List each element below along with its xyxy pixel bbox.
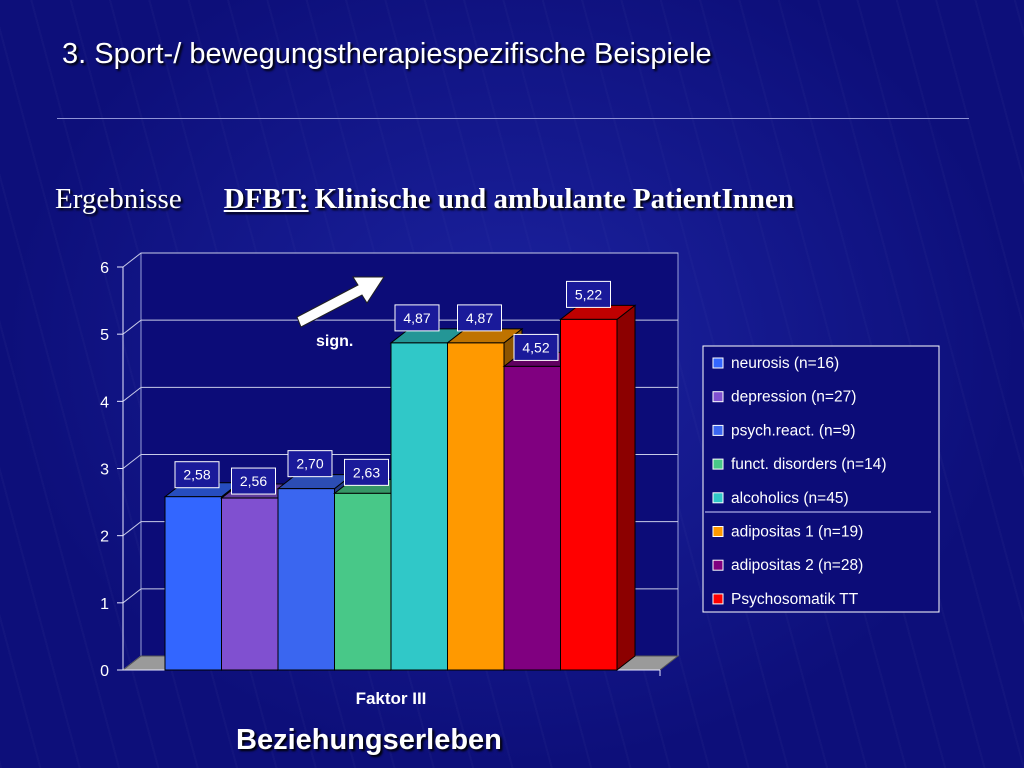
gridline-side xyxy=(123,522,141,536)
legend-swatch xyxy=(713,594,723,604)
legend-swatch xyxy=(713,459,723,469)
bar-front xyxy=(391,343,448,670)
data-label-8: 5,22 xyxy=(567,281,611,307)
bar-front xyxy=(335,493,392,670)
legend-label: depression (n=27) xyxy=(731,389,856,406)
y-tick-label: 3 xyxy=(100,462,109,479)
legend-item: Psychosomatik TT xyxy=(713,591,859,608)
data-label: 4,87 xyxy=(403,310,430,326)
data-label-4: 2,63 xyxy=(345,459,389,485)
legend-label: alcoholics (n=45) xyxy=(731,490,849,507)
bottom-caption: Beziehungserleben xyxy=(236,724,502,757)
y-tick-label: 1 xyxy=(100,596,109,613)
legend-label: psych.react. (n=9) xyxy=(731,422,855,439)
bar-front xyxy=(561,319,618,670)
y-tick-label: 6 xyxy=(100,260,109,277)
legend-swatch xyxy=(713,527,723,537)
data-label-5: 4,87 xyxy=(395,305,439,331)
bar-side xyxy=(617,305,635,670)
data-label-3: 2,70 xyxy=(288,451,332,477)
data-label: 2,56 xyxy=(240,473,267,489)
data-label: 2,70 xyxy=(296,456,323,472)
legend-label: adipositas 1 (n=19) xyxy=(731,524,863,541)
gridline-side xyxy=(123,589,141,603)
bar-front xyxy=(165,497,222,670)
legend-item: neurosis (n=16) xyxy=(713,355,839,372)
data-label-7: 4,52 xyxy=(514,334,558,360)
gridline-side xyxy=(123,387,141,401)
significance-label: sign. xyxy=(316,333,353,350)
bar-front xyxy=(222,498,279,670)
legend-label: neurosis (n=16) xyxy=(731,355,839,372)
legend-swatch xyxy=(713,358,723,368)
legend-item: psych.react. (n=9) xyxy=(713,422,855,439)
bar-front xyxy=(278,489,335,670)
data-label: 4,52 xyxy=(522,339,549,355)
data-label: 2,63 xyxy=(353,464,380,480)
y-tick-label: 4 xyxy=(100,394,109,411)
y-tick-label: 2 xyxy=(100,529,109,546)
x-category-label: Faktor III xyxy=(356,689,427,708)
legend-item: adipositas 1 (n=19) xyxy=(713,524,863,541)
data-label-2: 2,56 xyxy=(232,468,276,494)
bar-front xyxy=(448,343,505,670)
legend-item: depression (n=27) xyxy=(713,389,856,406)
bar-chart: 0 1 2 3 4 5 6 Faktor III 2,58 2,56 2,70 2,63 4,87 4,8… xyxy=(0,0,1024,768)
legend-label: funct. disorders (n=14) xyxy=(731,456,887,473)
bar-8 xyxy=(561,305,636,670)
gridline-side xyxy=(123,253,141,267)
y-tick-label: 0 xyxy=(100,663,109,680)
legend-label: Psychosomatik TT xyxy=(731,591,859,608)
legend-swatch xyxy=(713,493,723,503)
data-label-1: 2,58 xyxy=(175,462,219,488)
legend-swatch xyxy=(713,425,723,435)
data-label-6: 4,87 xyxy=(458,305,502,331)
bar-front xyxy=(504,366,561,670)
data-label: 5,22 xyxy=(575,286,602,302)
legend-swatch xyxy=(713,560,723,570)
legend: neurosis (n=16) depression (n=27) psych.re… xyxy=(703,346,939,612)
legend-item: adipositas 2 (n=28) xyxy=(713,557,863,574)
gridline-side xyxy=(123,320,141,334)
legend-item: funct. disorders (n=14) xyxy=(713,456,887,473)
legend-item: alcoholics (n=45) xyxy=(713,490,849,507)
legend-swatch xyxy=(713,392,723,402)
y-tick-label: 5 xyxy=(100,327,109,344)
legend-label: adipositas 2 (n=28) xyxy=(731,557,863,574)
gridline-side xyxy=(123,455,141,469)
data-label: 2,58 xyxy=(183,467,210,483)
data-label: 4,87 xyxy=(466,310,493,326)
